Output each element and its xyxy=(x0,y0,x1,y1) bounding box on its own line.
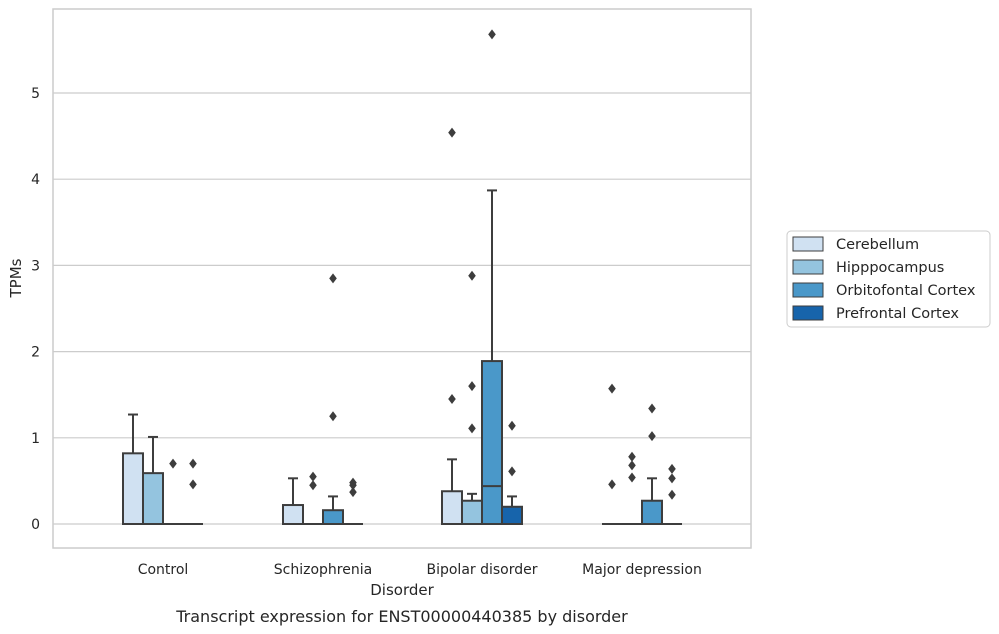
legend-swatch xyxy=(792,282,824,298)
outlier-point xyxy=(488,29,496,40)
y-axis-title: TPMs xyxy=(7,258,25,298)
y-tick-label: 1 xyxy=(31,431,40,447)
series-orbitofontal-cortex xyxy=(163,29,663,526)
y-tick-label: 4 xyxy=(31,172,40,188)
box xyxy=(501,505,523,526)
box xyxy=(322,509,344,526)
outlier-point xyxy=(329,411,337,422)
box xyxy=(481,360,503,525)
outlier-point xyxy=(628,451,636,462)
legend-label: Cerebellum xyxy=(836,237,919,253)
outlier-point xyxy=(349,477,357,488)
outlier-point xyxy=(468,381,476,392)
outlier-point xyxy=(628,460,636,471)
legend: Cerebellum Hipppocampus Orbitofontal Corte… xyxy=(786,230,991,328)
outlier-point xyxy=(648,431,656,442)
box-series-group xyxy=(122,29,682,526)
y-tick-labels: 0 1 2 3 4 5 xyxy=(31,86,40,533)
outlier-point xyxy=(628,472,636,483)
legend-swatch xyxy=(792,305,824,321)
chart-caption: Transcript expression for ENST0000044038… xyxy=(175,607,628,626)
box xyxy=(441,490,463,525)
x-tick-labels: Control Schizophrenia Bipolar disorder Majo… xyxy=(138,562,702,578)
outlier-point xyxy=(468,423,476,434)
outlier-point xyxy=(329,273,337,284)
series-prefrontal-cortex xyxy=(183,420,682,526)
outlier-point xyxy=(468,270,476,281)
outlier-point xyxy=(189,458,197,469)
x-tick-label: Major depression xyxy=(582,562,702,578)
outlier-point xyxy=(309,480,317,491)
legend-frame xyxy=(786,230,991,328)
outlier-point xyxy=(189,479,197,490)
y-tick-label: 0 xyxy=(31,517,40,533)
outlier-point xyxy=(448,394,456,405)
outlier-point xyxy=(508,420,516,431)
outlier-point xyxy=(309,471,317,482)
y-tick-label: 2 xyxy=(31,345,40,361)
outlier-point xyxy=(668,463,676,474)
x-axis-title: Disorder xyxy=(370,581,434,599)
x-tick-label: Control xyxy=(138,562,189,578)
legend-label: Orbitofontal Cortex xyxy=(836,283,976,299)
box xyxy=(461,499,483,526)
x-tick-label: Bipolar disorder xyxy=(426,562,537,578)
legend-label: Hipppocampus xyxy=(836,260,944,276)
box xyxy=(282,504,304,526)
outlier-point xyxy=(349,487,357,498)
outlier-point xyxy=(668,473,676,484)
box xyxy=(122,452,144,526)
x-tick-label: Schizophrenia xyxy=(274,562,372,578)
outlier-point xyxy=(608,383,616,394)
outlier-point xyxy=(448,127,456,138)
y-tick-label: 5 xyxy=(31,86,40,102)
box xyxy=(142,472,164,525)
outlier-point xyxy=(508,466,516,477)
box xyxy=(641,499,663,526)
legend-swatch xyxy=(792,259,824,275)
legend-swatch xyxy=(792,236,824,252)
plot-frame xyxy=(52,8,752,549)
plot-area xyxy=(53,9,751,548)
outlier-point xyxy=(169,458,177,469)
outlier-point xyxy=(608,479,616,490)
outlier-point xyxy=(668,489,676,500)
y-tick-label: 3 xyxy=(31,258,40,274)
outlier-point xyxy=(648,403,656,414)
legend-label: Prefrontal Cortex xyxy=(836,306,959,322)
